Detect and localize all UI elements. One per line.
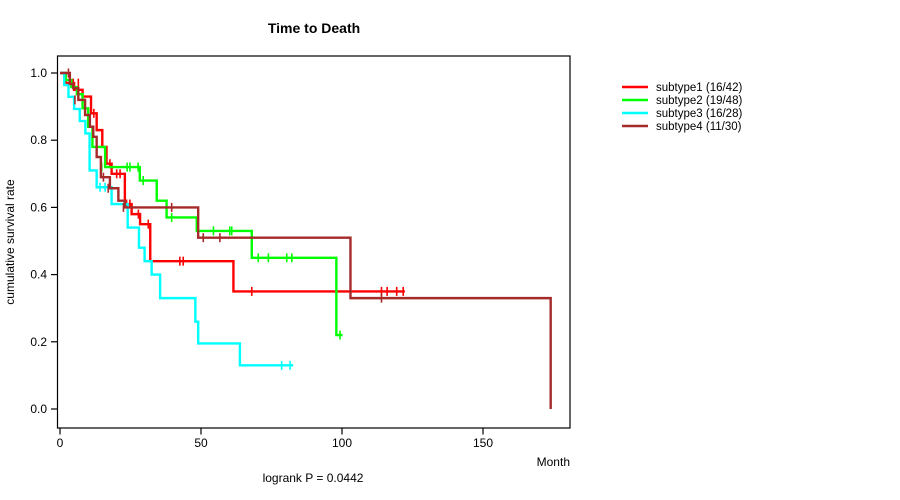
legend-label-subtype3: subtype3 (16/28) — [656, 108, 742, 120]
y-axis-label: cumulative survival rate — [3, 179, 17, 305]
axes-layer: 0 50 100 150 0.0 0.2 0.4 0.6 0.8 1.0 — [30, 66, 493, 450]
y-tick-label: 0.4 — [30, 268, 47, 282]
y-tick-label: 0.2 — [30, 335, 47, 349]
x-tick-label: 50 — [194, 436, 208, 450]
curve-subtype2 — [60, 71, 343, 337]
legend-label-subtype1: subtype1 (16/42) — [656, 82, 742, 94]
censor-marks-subtype3 — [99, 182, 291, 370]
y-tick-label: 0.8 — [30, 133, 47, 147]
curve-subtype1 — [60, 71, 405, 293]
curves-layer — [60, 68, 552, 409]
legend-label-subtype4: subtype4 (11/30) — [656, 121, 742, 133]
x-tick-label: 0 — [57, 436, 64, 450]
y-tick-label: 0.0 — [30, 402, 47, 416]
curve-subtype4 — [60, 71, 552, 409]
y-tick-label: 0.6 — [30, 200, 47, 214]
x-tick-label: 150 — [473, 436, 493, 450]
censor-marks-subtype1 — [72, 78, 404, 296]
censor-marks-subtype2 — [100, 162, 341, 340]
legend: subtype1 (16/42) subtype2 (19/48) subtyp… — [622, 82, 742, 133]
curve-subtype3 — [60, 71, 294, 367]
plot-frame — [56, 55, 571, 429]
chart-title: Time to Death — [268, 20, 360, 36]
x-axis-label: Month — [537, 455, 570, 469]
logrank-pvalue: logrank P = 0.0442 — [263, 471, 364, 485]
legend-label-subtype2: subtype2 (19/48) — [656, 95, 742, 107]
y-tick-label: 1.0 — [30, 66, 47, 80]
x-tick-label: 100 — [332, 436, 352, 450]
censor-marks-subtype4 — [67, 68, 383, 303]
